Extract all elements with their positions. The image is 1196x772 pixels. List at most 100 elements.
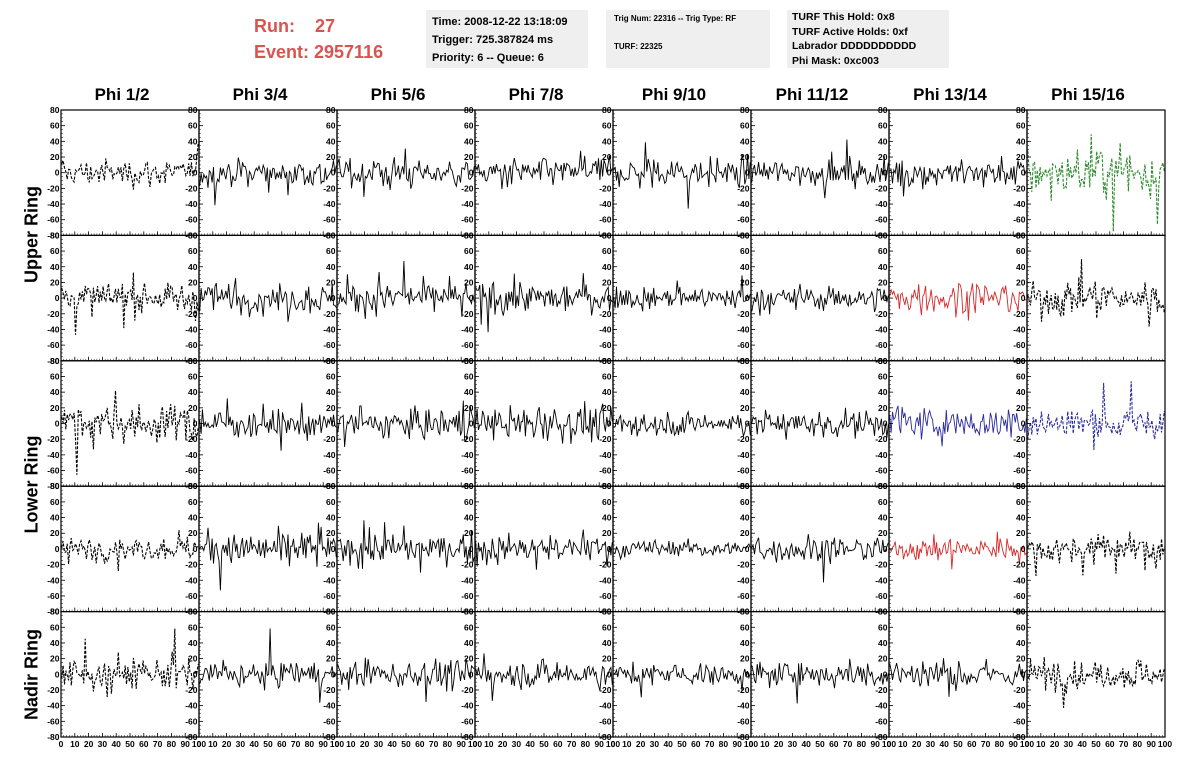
x-tick-label: 20 bbox=[222, 739, 232, 749]
y-tick-label: -20 bbox=[737, 685, 750, 695]
y-tick-label: 80 bbox=[464, 356, 474, 366]
y-tick-label: 20 bbox=[188, 528, 198, 538]
y-tick-label: 20 bbox=[878, 277, 888, 287]
y-tick-label: -20 bbox=[185, 685, 198, 695]
x-tick-label: 60 bbox=[1105, 739, 1115, 749]
y-tick-label: -20 bbox=[875, 685, 888, 695]
x-tick-label: 40 bbox=[387, 739, 397, 749]
y-tick-label: 20 bbox=[464, 277, 474, 287]
y-tick-label: -60 bbox=[1013, 716, 1026, 726]
y-tick-label: -40 bbox=[737, 450, 750, 460]
y-tick-label: -60 bbox=[185, 716, 198, 726]
y-tick-label: 60 bbox=[878, 371, 888, 381]
y-tick-label: -40 bbox=[323, 199, 336, 209]
x-tick-label: 50 bbox=[401, 739, 411, 749]
x-tick-label: 90 bbox=[180, 739, 190, 749]
x-tick-label: 70 bbox=[291, 739, 301, 749]
waveform-line bbox=[337, 400, 475, 447]
trig-num-text: Trig Num: 22316 -- Trig Type: RF bbox=[614, 14, 737, 23]
y-tick-label: -60 bbox=[875, 466, 888, 476]
y-tick-label: -40 bbox=[599, 575, 612, 585]
y-tick-label: -20 bbox=[737, 434, 750, 444]
y-tick-label: -40 bbox=[875, 575, 888, 585]
x-tick-label: 90 bbox=[594, 739, 604, 749]
y-tick-label: 20 bbox=[50, 152, 60, 162]
x-tick-label: 80 bbox=[995, 739, 1005, 749]
y-tick-label: -20 bbox=[1013, 183, 1026, 193]
y-tick-label: -20 bbox=[185, 309, 198, 319]
turf-active-text: TURF Active Holds: 0xf bbox=[792, 25, 908, 38]
x-tick-label: 70 bbox=[705, 739, 715, 749]
y-tick-label: -20 bbox=[599, 309, 612, 319]
y-tick-label: 20 bbox=[602, 654, 612, 664]
waveform-line bbox=[613, 142, 751, 209]
y-tick-label: 40 bbox=[1016, 136, 1026, 146]
x-tick-label: 30 bbox=[98, 739, 108, 749]
y-tick-label: -40 bbox=[737, 701, 750, 711]
y-tick-label: -20 bbox=[737, 309, 750, 319]
x-tick-label: 10 bbox=[622, 739, 632, 749]
time-text: Time: 2008-12-22 13:18:09 bbox=[432, 16, 568, 28]
x-tick-label: 50 bbox=[1091, 739, 1101, 749]
y-tick-label: 60 bbox=[326, 121, 336, 131]
y-tick-label: 40 bbox=[464, 136, 474, 146]
waveform-line bbox=[1027, 381, 1165, 450]
y-tick-label: -40 bbox=[599, 701, 612, 711]
y-tick-label: 20 bbox=[50, 528, 60, 538]
y-tick-label: 80 bbox=[464, 607, 474, 617]
y-tick-label: 20 bbox=[326, 654, 336, 664]
x-tick-label: 0 bbox=[749, 739, 754, 749]
x-tick-label: 0 bbox=[1025, 739, 1030, 749]
x-tick-label: 90 bbox=[870, 739, 880, 749]
y-tick-label: 0 bbox=[469, 293, 474, 303]
y-tick-label: -60 bbox=[185, 591, 198, 601]
x-tick-label: 10 bbox=[898, 739, 908, 749]
y-tick-label: 80 bbox=[1016, 230, 1026, 240]
waveform-line bbox=[889, 282, 1027, 321]
y-tick-label: -40 bbox=[323, 450, 336, 460]
y-tick-label: 40 bbox=[602, 262, 612, 272]
y-tick-label: 40 bbox=[464, 638, 474, 648]
y-tick-label: 60 bbox=[1016, 622, 1026, 632]
waveform-line bbox=[199, 398, 337, 451]
x-tick-label: 90 bbox=[456, 739, 466, 749]
y-tick-label: -60 bbox=[47, 466, 60, 476]
y-tick-label: 0 bbox=[193, 669, 198, 679]
x-tick-label: 30 bbox=[512, 739, 522, 749]
y-tick-label: -20 bbox=[1013, 309, 1026, 319]
y-tick-label: -40 bbox=[1013, 701, 1026, 711]
y-tick-label: 0 bbox=[607, 168, 612, 178]
y-tick-label: 0 bbox=[607, 419, 612, 429]
y-tick-label: -40 bbox=[1013, 199, 1026, 209]
x-tick-label: 40 bbox=[1077, 739, 1087, 749]
y-tick-label: 40 bbox=[326, 638, 336, 648]
y-tick-label: 40 bbox=[326, 136, 336, 146]
y-tick-label: 20 bbox=[188, 277, 198, 287]
y-tick-label: 20 bbox=[464, 152, 474, 162]
x-tick-label: 90 bbox=[1008, 739, 1018, 749]
y-tick-label: 40 bbox=[50, 387, 60, 397]
y-tick-label: -60 bbox=[737, 215, 750, 225]
waveform-line bbox=[199, 522, 337, 591]
waveform-line bbox=[889, 405, 1027, 447]
x-tick-label: 80 bbox=[857, 739, 867, 749]
y-tick-label: -20 bbox=[875, 560, 888, 570]
y-tick-label: -60 bbox=[599, 340, 612, 350]
y-tick-label: 0 bbox=[883, 168, 888, 178]
y-tick-label: 40 bbox=[1016, 638, 1026, 648]
waveform-line bbox=[889, 658, 1027, 697]
waveform-line bbox=[475, 273, 613, 333]
waveform-line bbox=[475, 150, 613, 190]
y-tick-label: -20 bbox=[47, 560, 60, 570]
y-tick-label: -40 bbox=[323, 324, 336, 334]
panel-frame bbox=[198, 360, 338, 487]
y-tick-label: 60 bbox=[326, 246, 336, 256]
y-tick-label: -80 bbox=[47, 356, 60, 366]
x-tick-label: 80 bbox=[719, 739, 729, 749]
y-tick-label: 0 bbox=[55, 544, 60, 554]
y-tick-label: 60 bbox=[1016, 246, 1026, 256]
